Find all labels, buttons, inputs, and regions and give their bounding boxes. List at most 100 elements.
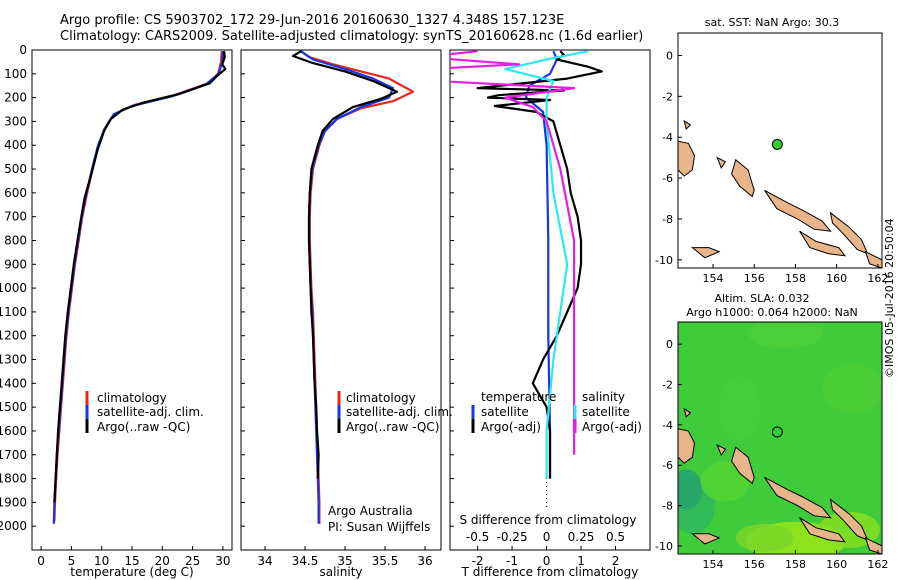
legend-salinity-title: salinity xyxy=(582,390,625,404)
y-tick-label: 1000 xyxy=(0,281,27,295)
land-mass xyxy=(691,247,721,259)
map-y-tick-label: -6 xyxy=(662,172,673,185)
y-tick-label: 900 xyxy=(4,257,27,271)
legend-temperature-title: temperature xyxy=(481,390,556,404)
land-mass xyxy=(864,250,882,268)
y-tick-label: 1600 xyxy=(0,424,27,438)
map-x-tick-label: 162 xyxy=(867,558,888,571)
y-tick-label: 1100 xyxy=(0,305,27,319)
s-tick-label: 0.25 xyxy=(568,530,595,544)
x-tick-label: 34.5 xyxy=(292,554,319,568)
land-mass xyxy=(731,158,755,198)
sla-map-title-2: Argo h1000: 0.064 h2000: NaN xyxy=(686,306,858,319)
temperature-axes-frame xyxy=(31,49,233,551)
land-mass xyxy=(716,156,727,169)
x-tick-label: 20 xyxy=(155,554,170,568)
salinity-xlabel: salinity xyxy=(319,565,362,579)
map-y-tick-label: -4 xyxy=(662,131,673,144)
x-tick-label: 0 xyxy=(543,554,551,568)
salinity-axes-frame xyxy=(240,49,442,551)
map-x-tick-label: 156 xyxy=(744,558,765,571)
legend-satellite-label: satellite-adj. clim. xyxy=(346,405,453,419)
x-tick-label: 30 xyxy=(215,554,230,568)
land-mass xyxy=(690,533,721,545)
sla-anomaly-blob xyxy=(822,364,882,413)
map-y-tick-label: -10 xyxy=(655,540,673,553)
land-mass xyxy=(731,446,755,485)
series-line xyxy=(300,50,395,524)
legend-satellite-label: satellite-adj. clim. xyxy=(97,405,204,419)
title-line-2: Climatology: CARS2009. Satellite-adjuste… xyxy=(60,29,644,44)
series-line xyxy=(52,51,224,524)
map-x-tick-label: 160 xyxy=(826,558,847,571)
x-tick-label: 5 xyxy=(68,554,76,568)
map-y-tick-label: -4 xyxy=(662,419,673,432)
map-content xyxy=(678,322,882,554)
map-x-tick-label: 156 xyxy=(744,272,765,285)
y-tick-label: 600 xyxy=(4,186,27,200)
map-y-tick-label: -10 xyxy=(655,254,673,267)
s-tick-label: 0 xyxy=(543,530,551,544)
y-tick-label: 200 xyxy=(4,91,27,105)
sla-anomaly-blob xyxy=(748,322,823,349)
map-x-tick-label: 160 xyxy=(826,272,847,285)
legend-t-satellite-label: satellite xyxy=(481,405,529,419)
sla-anomaly-blob xyxy=(735,523,794,552)
s-tick-label: 0.5 xyxy=(606,530,625,544)
land-mass xyxy=(764,189,832,232)
sla-anomaly-blob xyxy=(678,469,703,510)
sst-map-title: sat. SST: NaN Argo: 30.3 xyxy=(705,16,839,29)
legend-s-argo-label: Argo(-adj) xyxy=(582,420,642,434)
argo-float-marker xyxy=(771,138,783,150)
y-tick-label: 100 xyxy=(4,67,27,81)
difference-legend: temperature salinity satellite Argo(-adj… xyxy=(471,390,642,434)
land-mass xyxy=(678,140,696,177)
land-mass xyxy=(678,428,696,464)
title-line-1: Argo profile: CS 5903702_172 29-Jun-2016… xyxy=(60,13,565,28)
y-tick-label: 2000 xyxy=(0,519,27,533)
temperature-legend: climatology satellite-adj. clim. Argo(..… xyxy=(85,391,204,434)
difference-axes-frame xyxy=(449,49,651,551)
annotation-pi: PI: Susan Wijffels xyxy=(328,520,430,534)
sla-anomaly-blob xyxy=(719,376,761,442)
series-line xyxy=(450,50,576,455)
x-tick-label: -2 xyxy=(472,554,484,568)
x-tick-label: 0 xyxy=(37,554,45,568)
series-line xyxy=(53,51,227,503)
sla-anomaly-blob xyxy=(700,461,751,502)
series-line xyxy=(53,51,223,522)
y-tick-label: 800 xyxy=(4,233,27,247)
annotation-argo-australia: Argo Australia xyxy=(328,504,413,518)
salinity-panel: 34 34.5 35 35.5 36 xyxy=(241,49,433,568)
map-y-tick-label: -8 xyxy=(662,213,673,226)
x-tick-label: 10 xyxy=(94,554,109,568)
y-tick-label: 1900 xyxy=(0,495,27,509)
land-mass xyxy=(829,211,869,255)
x-tick-label: 15 xyxy=(124,554,139,568)
land-mass xyxy=(764,476,832,519)
y-tick-label: 500 xyxy=(4,162,27,176)
s-tick-label: -0.25 xyxy=(497,530,528,544)
map-y-tick-label: 0 xyxy=(666,338,673,351)
y-tick-label: 400 xyxy=(4,138,27,152)
y-tick-label: 700 xyxy=(4,210,27,224)
x-tick-label: 35.5 xyxy=(372,554,399,568)
sst-map: 0 -2 -4 -6 -8 -10 154 156 158 160 162 xyxy=(655,32,888,285)
s-diff-xlabel: S difference from climatology xyxy=(460,513,637,527)
x-tick-label: -1 xyxy=(506,554,518,568)
legend-argo-label: Argo(..raw -QC) xyxy=(346,420,439,434)
series-line xyxy=(476,50,603,479)
x-tick-label: 2 xyxy=(612,554,620,568)
sla-map-title-1: Altim. SLA: 0.032 xyxy=(714,292,809,305)
legend-s-satellite-label: satellite xyxy=(582,405,630,419)
sla-map: 0 -2 -4 -6 -8 -10 154 156 158 160 162 xyxy=(655,321,888,571)
land-mass xyxy=(799,517,847,543)
map-y-tick-label: -8 xyxy=(662,500,673,513)
map-x-tick-label: 154 xyxy=(703,558,724,571)
series-line xyxy=(291,50,399,479)
y-tick-label: 1800 xyxy=(0,472,27,486)
argo-float-marker xyxy=(771,426,783,438)
land-mass xyxy=(683,407,692,418)
x-tick-label: 1 xyxy=(577,554,585,568)
